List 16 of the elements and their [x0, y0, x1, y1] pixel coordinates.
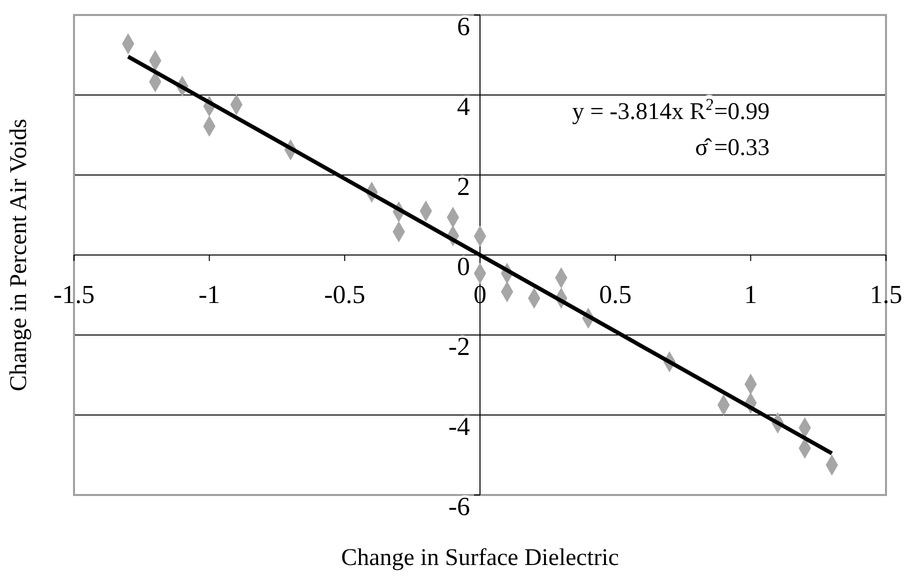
y-tick-label: -6	[448, 492, 470, 521]
y-tick-label: -4	[448, 412, 470, 441]
y-tick-label: -2	[448, 332, 470, 361]
x-tick-label: -1.5	[53, 280, 95, 309]
x-tick-label: 1.5	[870, 280, 902, 309]
y-axis-title: Change in Percent Air Voids	[6, 118, 32, 392]
x-axis-title: Change in Surface Dielectric	[341, 545, 619, 571]
x-tick-label: 0.5	[599, 280, 632, 309]
y-tick-label: 4	[457, 92, 470, 121]
y-tick-label: 0	[457, 252, 470, 281]
annotation: σ̂ =0.33	[695, 135, 770, 161]
x-tick-label: 1	[744, 280, 758, 309]
x-tick-label: -1	[198, 280, 220, 309]
y-tick-label: 2	[457, 172, 470, 201]
x-tick-label: -0.5	[324, 280, 366, 309]
y-tick-label: 6	[457, 12, 470, 41]
